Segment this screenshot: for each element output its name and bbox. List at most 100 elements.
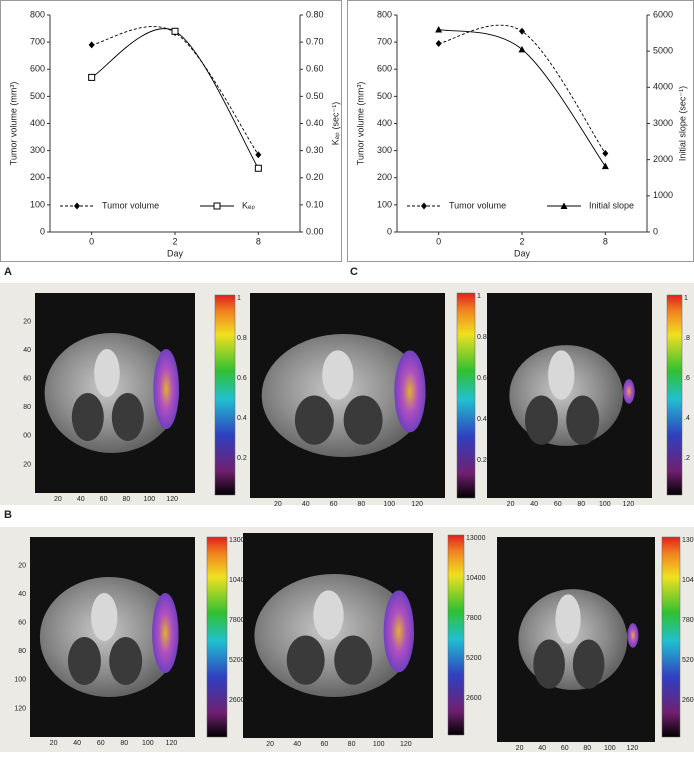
panel-label: C: [350, 266, 358, 278]
panel-frame: [0, 0, 342, 262]
colorbar: [206, 536, 228, 738]
colorbar-label: 5200: [466, 655, 482, 662]
image-x-tick-label: 100: [142, 740, 154, 747]
image-x-tick-label: 120: [400, 741, 412, 748]
mri-tissue: [294, 395, 334, 445]
image-y-tick-label: 20: [18, 562, 26, 569]
y-tick-label: 200: [377, 172, 392, 182]
colorbar-label: 0.8: [237, 335, 247, 342]
mri-tissue: [286, 635, 325, 685]
image-y-tick-label: 80: [18, 648, 26, 655]
image-y-tick-label: 40: [23, 347, 31, 354]
colorbar-label: 7800: [682, 617, 694, 624]
image-x-tick-label: 40: [530, 501, 538, 508]
y-axis-label: Tumor volume (mm³): [355, 82, 365, 166]
mri-tissue: [313, 590, 344, 640]
image-x-tick-label: 100: [604, 745, 616, 752]
mri-tissue: [334, 635, 373, 685]
y2-tick-label: 0.00: [306, 226, 324, 236]
marker: [435, 39, 442, 47]
series-line: [91, 26, 259, 155]
colorbar-label: 10400: [466, 575, 486, 582]
image-x-tick-label: 100: [383, 501, 395, 508]
image-x-tick-label: 120: [623, 501, 635, 508]
marker: [518, 45, 526, 53]
y2-axis-label: Initial slope (sec⁻¹): [677, 86, 687, 161]
colorbar-label: .6: [684, 375, 690, 382]
enhancement: [153, 349, 179, 429]
image-x-tick-label: 80: [348, 741, 356, 748]
image-x-tick-label: 60: [330, 501, 338, 508]
image-x-tick-label: 40: [293, 741, 301, 748]
panel-label: A: [4, 266, 12, 278]
x-tick-label: 8: [256, 236, 261, 246]
series-line: [91, 28, 259, 169]
marker: [88, 41, 95, 49]
image-x-tick-label: 80: [358, 501, 366, 508]
image-x-tick-label: 40: [73, 740, 81, 747]
y2-tick-label: 0.80: [306, 9, 324, 19]
mri-tissue: [524, 395, 558, 445]
image-x-tick-label: 20: [50, 740, 58, 747]
x-tick-label: 0: [89, 236, 94, 246]
colorbar: [661, 536, 681, 738]
colorbar-label: 5200: [229, 657, 245, 664]
mri-tissue: [71, 393, 104, 441]
colorbar-label: 1: [477, 293, 481, 300]
image-x-tick-label: 80: [583, 745, 591, 752]
image-y-tick-label: 20: [23, 461, 31, 468]
colorbar-label: 0.2: [237, 455, 247, 462]
image-x-tick-label: 60: [100, 496, 108, 503]
x-tick-label: 2: [172, 236, 177, 246]
image-y-tick-label: 40: [18, 591, 26, 598]
panel-label: B: [4, 509, 12, 521]
image-y-tick-label: 60: [18, 620, 26, 627]
marker: [519, 27, 525, 35]
colorbar-label: 0.4: [237, 415, 247, 422]
colorbar-label: .2: [684, 455, 690, 462]
legend-label: Initial slope: [589, 200, 634, 210]
image-y-tick-label: 80: [23, 404, 31, 411]
y-tick-label: 100: [30, 199, 45, 209]
legend-label: Kₑₚ: [242, 200, 255, 210]
colorbar-label: 0.8: [477, 334, 487, 341]
colorbar: [214, 294, 236, 496]
y-tick-label: 500: [30, 91, 45, 101]
marker: [88, 73, 96, 81]
mri-tissue: [533, 639, 565, 689]
colorbar: [456, 292, 476, 499]
image-x-tick-label: 80: [577, 501, 585, 508]
y2-tick-label: 0.70: [306, 37, 324, 47]
x-tick-label: 2: [519, 236, 524, 246]
image-x-tick-label: 20: [274, 501, 282, 508]
y-tick-label: 800: [30, 9, 45, 19]
colorbar-label: 5200: [682, 657, 694, 664]
y2-tick-label: 0: [653, 226, 658, 236]
image-y-tick-label: 120: [14, 705, 26, 712]
mri-tissue: [566, 395, 600, 445]
enhancement: [394, 350, 426, 433]
image-x-tick-label: 20: [266, 741, 274, 748]
image-x-tick-label: 100: [143, 496, 155, 503]
y2-tick-label: 4000: [653, 82, 673, 92]
y2-tick-label: 0.20: [306, 172, 324, 182]
marker: [213, 202, 221, 210]
x-tick-label: 8: [603, 236, 608, 246]
marker: [255, 151, 262, 159]
image-y-tick-label: 60: [23, 376, 31, 383]
colorbar-label: 13000: [466, 535, 486, 542]
colorbar-label: 2600: [229, 697, 245, 704]
y2-tick-label: 0.60: [306, 64, 324, 74]
image-x-tick-label: 120: [411, 501, 423, 508]
image-x-tick-label: 60: [321, 741, 329, 748]
image-x-tick-label: 120: [627, 745, 639, 752]
colorbar-label: 0.6: [237, 375, 247, 382]
colorbar-label: 1: [237, 295, 241, 302]
colorbar-label: .8: [684, 335, 690, 342]
x-axis-label: Day: [514, 248, 531, 258]
y2-tick-label: 0.40: [306, 118, 324, 128]
enhancement: [623, 379, 635, 404]
image-y-tick-label: 100: [14, 677, 26, 684]
y2-tick-label: 5000: [653, 46, 673, 56]
image-x-tick-label: 60: [554, 501, 562, 508]
